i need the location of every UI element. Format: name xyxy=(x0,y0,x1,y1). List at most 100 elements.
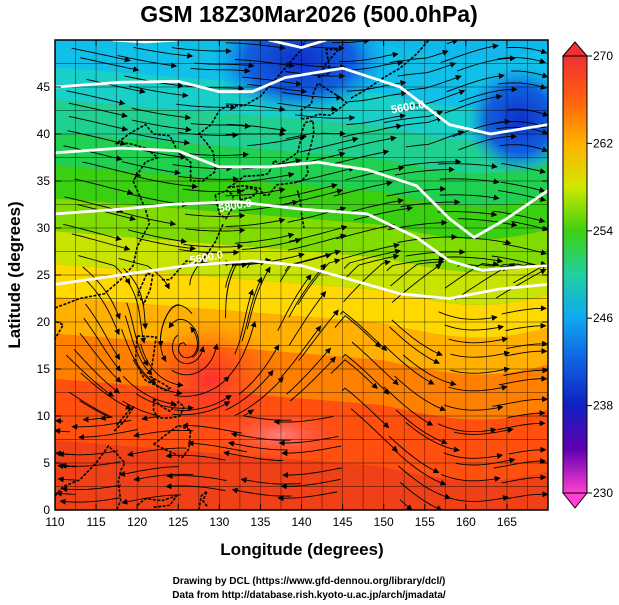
streamline xyxy=(234,288,254,355)
streamline xyxy=(136,237,197,252)
streamline xyxy=(71,47,131,63)
streamline xyxy=(185,212,246,219)
streamline xyxy=(238,344,280,395)
coast-japan-honshu xyxy=(227,119,315,196)
streamline xyxy=(190,123,251,129)
y-tick-label: 25 xyxy=(37,268,51,282)
streamline xyxy=(126,302,149,367)
streamline xyxy=(178,175,239,183)
streamline xyxy=(225,42,286,51)
streamline xyxy=(337,135,397,151)
streamline xyxy=(182,422,242,434)
streamline xyxy=(80,372,132,410)
streamline xyxy=(246,266,271,330)
streamline xyxy=(279,252,332,283)
streamline xyxy=(174,375,230,397)
streamline xyxy=(347,90,408,103)
coast-borneo xyxy=(55,444,126,510)
streamline xyxy=(330,359,378,389)
streamline xyxy=(448,336,509,344)
colorbar-tick-label: 254 xyxy=(593,224,613,238)
y-tick-label: 15 xyxy=(37,362,51,376)
streamline xyxy=(443,404,504,411)
streamline xyxy=(171,47,232,55)
streamline xyxy=(172,164,233,172)
streamline xyxy=(490,121,547,129)
colorbar-tick-label: 262 xyxy=(593,136,613,150)
streamline xyxy=(85,303,121,361)
coast-halmahera xyxy=(198,490,209,510)
streamline xyxy=(405,422,460,453)
streamline xyxy=(388,435,440,474)
streamline xyxy=(118,257,170,290)
coast-mindanao xyxy=(153,424,192,459)
coast-visayas xyxy=(152,398,185,419)
height-contour xyxy=(55,146,548,239)
streamline xyxy=(227,440,288,451)
streamline xyxy=(57,476,78,483)
streamline xyxy=(346,113,406,125)
streamline xyxy=(505,322,547,332)
contour-label: 5600.0 xyxy=(189,249,224,267)
streamline xyxy=(384,345,435,385)
y-tick-label: 35 xyxy=(37,174,51,188)
streamline xyxy=(500,181,546,193)
streamline xyxy=(133,429,193,438)
streamline xyxy=(55,490,76,497)
streamline xyxy=(74,178,134,195)
streamline xyxy=(444,324,505,331)
streamline xyxy=(225,369,274,411)
colorbar: 270 262 254 246 238 230 xyxy=(561,41,613,509)
streamline xyxy=(57,450,118,458)
streamline xyxy=(456,55,516,72)
streamline xyxy=(116,210,177,227)
height-contour xyxy=(55,66,548,136)
streamline xyxy=(397,234,458,243)
streamline xyxy=(501,305,547,315)
streamline xyxy=(501,474,547,484)
streamline xyxy=(82,266,121,320)
streamline xyxy=(506,340,548,349)
streamline xyxy=(455,457,516,466)
streamline xyxy=(247,134,307,147)
streamline xyxy=(506,46,548,55)
streamline xyxy=(443,256,504,264)
streamline xyxy=(495,268,547,299)
streamline xyxy=(398,465,452,500)
streamline xyxy=(389,326,440,364)
streamline xyxy=(63,223,122,242)
streamline xyxy=(506,491,548,500)
streamline xyxy=(125,279,146,344)
height-contour xyxy=(55,259,548,300)
streamline xyxy=(121,329,157,384)
streamline xyxy=(391,319,443,356)
streamline xyxy=(343,248,402,269)
coast-asia-mainland xyxy=(55,40,307,309)
streamline xyxy=(499,144,548,153)
streamline xyxy=(77,204,136,222)
streamline xyxy=(350,408,398,452)
streamline xyxy=(281,325,322,378)
streamline xyxy=(55,418,64,425)
streamline xyxy=(458,86,518,103)
y-axis-ticks: 0 5 10 15 20 25 30 35 40 45 xyxy=(37,80,548,517)
streamline xyxy=(389,49,449,64)
streamline xyxy=(297,258,341,306)
colorbar-top-cap xyxy=(561,41,589,57)
streamline xyxy=(121,494,181,505)
streamline xyxy=(240,477,301,485)
height-contours xyxy=(55,40,548,300)
streamline xyxy=(444,260,499,289)
streamline xyxy=(399,499,413,510)
streamline xyxy=(399,482,443,510)
streamline xyxy=(84,278,120,336)
streamline xyxy=(286,347,332,395)
streamline xyxy=(288,291,327,346)
streamline xyxy=(386,186,447,197)
streamline xyxy=(449,495,509,502)
streamline xyxy=(55,428,70,435)
streamline xyxy=(443,452,504,459)
y-tick-label: 45 xyxy=(37,80,51,94)
streamline xyxy=(342,353,390,395)
